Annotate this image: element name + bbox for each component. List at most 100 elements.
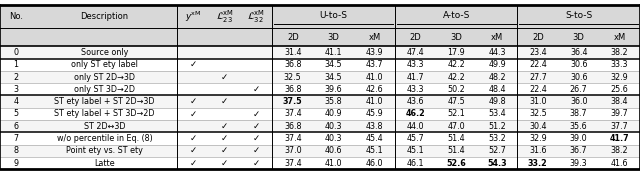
Text: 53.2: 53.2 bbox=[488, 134, 506, 143]
Text: 41.7: 41.7 bbox=[610, 134, 629, 143]
Text: 42.2: 42.2 bbox=[447, 60, 465, 69]
Text: 34.5: 34.5 bbox=[325, 60, 342, 69]
Text: 52.1: 52.1 bbox=[447, 109, 465, 118]
Text: 44.3: 44.3 bbox=[488, 48, 506, 57]
Text: 48.4: 48.4 bbox=[488, 85, 506, 94]
Text: 46.1: 46.1 bbox=[406, 159, 424, 168]
Bar bbox=[0, 71, 640, 83]
Text: ✓: ✓ bbox=[221, 73, 228, 82]
Text: 51.2: 51.2 bbox=[488, 122, 506, 131]
Text: 43.9: 43.9 bbox=[365, 48, 383, 57]
Text: 39.6: 39.6 bbox=[325, 85, 342, 94]
Text: 52.7: 52.7 bbox=[488, 146, 506, 155]
Text: 0: 0 bbox=[13, 48, 19, 57]
Text: 47.0: 47.0 bbox=[447, 122, 465, 131]
Text: 52.6: 52.6 bbox=[446, 159, 466, 168]
Text: xM: xM bbox=[491, 33, 503, 42]
Text: 38.2: 38.2 bbox=[611, 146, 628, 155]
Text: ✓: ✓ bbox=[253, 85, 260, 94]
Text: $\mathcal{L}_{23}^{\rm xM}$: $\mathcal{L}_{23}^{\rm xM}$ bbox=[216, 8, 234, 25]
Text: 37.5: 37.5 bbox=[283, 97, 303, 106]
Text: 41.0: 41.0 bbox=[365, 73, 383, 82]
Text: 35.8: 35.8 bbox=[325, 97, 342, 106]
Text: 36.4: 36.4 bbox=[570, 48, 588, 57]
Text: 46.2: 46.2 bbox=[406, 109, 425, 118]
Text: 36.0: 36.0 bbox=[570, 97, 588, 106]
Text: 40.3: 40.3 bbox=[325, 134, 342, 143]
Text: 37.4: 37.4 bbox=[284, 109, 301, 118]
Text: 32.5: 32.5 bbox=[284, 73, 301, 82]
Text: 30.6: 30.6 bbox=[570, 73, 588, 82]
Text: 6: 6 bbox=[13, 122, 19, 131]
Text: ✓: ✓ bbox=[189, 159, 196, 168]
Text: ✓: ✓ bbox=[253, 159, 260, 168]
Text: 37.4: 37.4 bbox=[284, 134, 301, 143]
Text: 2D: 2D bbox=[287, 33, 299, 42]
Text: 39.3: 39.3 bbox=[570, 159, 588, 168]
Text: 47.4: 47.4 bbox=[406, 48, 424, 57]
Text: 22.4: 22.4 bbox=[529, 85, 547, 94]
Text: U-to-S: U-to-S bbox=[319, 11, 348, 20]
Text: Source only: Source only bbox=[81, 48, 128, 57]
Text: 51.4: 51.4 bbox=[447, 134, 465, 143]
Text: 41.0: 41.0 bbox=[365, 97, 383, 106]
Text: 2D: 2D bbox=[410, 33, 421, 42]
Text: 9: 9 bbox=[13, 159, 19, 168]
Text: only ST 2D→3D: only ST 2D→3D bbox=[74, 73, 135, 82]
Text: ✓: ✓ bbox=[189, 60, 196, 69]
Text: 38.2: 38.2 bbox=[611, 48, 628, 57]
Bar bbox=[0, 46, 640, 59]
Text: 41.7: 41.7 bbox=[406, 73, 424, 82]
Text: ✓: ✓ bbox=[253, 134, 260, 143]
Text: 41.1: 41.1 bbox=[325, 48, 342, 57]
Bar bbox=[0, 5, 640, 28]
Bar bbox=[0, 83, 640, 95]
Text: 51.4: 51.4 bbox=[447, 146, 465, 155]
Text: ST 2D↔3D: ST 2D↔3D bbox=[84, 122, 125, 131]
Text: 49.8: 49.8 bbox=[488, 97, 506, 106]
Text: 35.6: 35.6 bbox=[570, 122, 588, 131]
Text: 41.0: 41.0 bbox=[325, 159, 342, 168]
Text: No.: No. bbox=[9, 12, 23, 21]
Text: 38.4: 38.4 bbox=[611, 97, 628, 106]
Text: 42.2: 42.2 bbox=[447, 73, 465, 82]
Text: 27.7: 27.7 bbox=[529, 73, 547, 82]
Text: ST ety label + ST 2D→3D: ST ety label + ST 2D→3D bbox=[54, 97, 155, 106]
Text: 31.0: 31.0 bbox=[529, 97, 547, 106]
Text: 1: 1 bbox=[13, 60, 19, 69]
Text: 40.9: 40.9 bbox=[325, 109, 342, 118]
Text: 36.8: 36.8 bbox=[284, 60, 301, 69]
Text: 49.9: 49.9 bbox=[488, 60, 506, 69]
Text: $\mathcal{L}_{32}^{\rm xM}$: $\mathcal{L}_{32}^{\rm xM}$ bbox=[248, 8, 266, 25]
Text: 46.0: 46.0 bbox=[365, 159, 383, 168]
Text: 30.6: 30.6 bbox=[570, 60, 588, 69]
Text: 22.4: 22.4 bbox=[529, 60, 547, 69]
Text: w/o percentile in Eq. (8): w/o percentile in Eq. (8) bbox=[56, 134, 152, 143]
Text: ✓: ✓ bbox=[221, 97, 228, 106]
Text: xM: xM bbox=[369, 33, 381, 42]
Bar bbox=[0, 59, 640, 71]
Text: $y^{\rm xM}$: $y^{\rm xM}$ bbox=[184, 10, 201, 24]
Text: 43.3: 43.3 bbox=[406, 85, 424, 94]
Text: 48.2: 48.2 bbox=[488, 73, 506, 82]
Text: 50.2: 50.2 bbox=[447, 85, 465, 94]
Text: 45.4: 45.4 bbox=[365, 134, 383, 143]
Text: 36.7: 36.7 bbox=[570, 146, 588, 155]
Text: S-to-S: S-to-S bbox=[565, 11, 593, 20]
Text: 4: 4 bbox=[13, 97, 19, 106]
Text: 43.7: 43.7 bbox=[365, 60, 383, 69]
Text: 54.3: 54.3 bbox=[487, 159, 507, 168]
Text: Point ety vs. ST ety: Point ety vs. ST ety bbox=[66, 146, 143, 155]
Text: 33.2: 33.2 bbox=[528, 159, 548, 168]
Text: 40.6: 40.6 bbox=[325, 146, 342, 155]
Text: 39.7: 39.7 bbox=[611, 109, 628, 118]
Text: only ST ety label: only ST ety label bbox=[71, 60, 138, 69]
Text: 43.3: 43.3 bbox=[406, 60, 424, 69]
Text: 37.4: 37.4 bbox=[284, 159, 301, 168]
Text: ✓: ✓ bbox=[189, 146, 196, 155]
Text: only ST 3D→2D: only ST 3D→2D bbox=[74, 85, 135, 94]
Text: 31.6: 31.6 bbox=[529, 146, 547, 155]
Text: 44.0: 44.0 bbox=[406, 122, 424, 131]
Text: 2: 2 bbox=[13, 73, 19, 82]
Text: 30.4: 30.4 bbox=[529, 122, 547, 131]
